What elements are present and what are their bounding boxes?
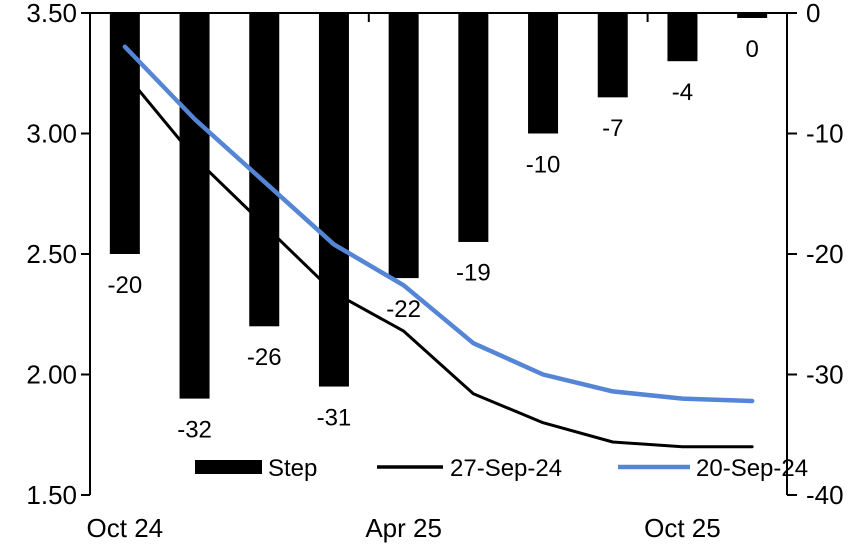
step-bar: [318, 13, 349, 387]
step-bar-label: -22: [386, 296, 421, 323]
step-bar-label: -26: [247, 344, 282, 371]
step-bar-label: -4: [672, 79, 693, 106]
step-bar: [597, 13, 628, 98]
legend-label-step: Step: [268, 455, 317, 482]
step-bar-label: -10: [526, 151, 561, 178]
line-20-sep-24: [122, 44, 755, 404]
step-bar: [667, 13, 698, 62]
line-27-sep-24: [123, 71, 754, 449]
left-axis-tick-label: 2.50: [26, 239, 77, 269]
step-bar: [528, 13, 559, 134]
x-axis-label: Apr 25: [365, 513, 442, 543]
left-axis-tick-label: 3.00: [26, 119, 77, 149]
right-axis-tick-label: -10: [806, 119, 844, 149]
right-axis-tick-label: -30: [806, 360, 844, 390]
right-axis-tick-label: 0: [806, 0, 820, 28]
step-bar-label: -31: [317, 404, 352, 431]
step-bar-label: -19: [456, 260, 491, 287]
left-axis-tick-label: 3.50: [26, 0, 77, 28]
step-bar: [388, 13, 419, 279]
step-bar-label: -7: [602, 115, 623, 142]
legend-swatch-step: [195, 460, 262, 474]
step-bar: [249, 13, 280, 327]
legend-label-27-sep-24: 27-Sep-24: [450, 455, 562, 482]
legend-label-20-sep-24: 20-Sep-24: [696, 455, 808, 482]
x-axis-label: Oct 24: [87, 513, 164, 543]
step-bar: [109, 13, 140, 254]
step-bar: [179, 13, 210, 399]
step-bar: [458, 13, 489, 242]
left-axis-tick-label: 2.00: [26, 360, 77, 390]
x-axis-label: Oct 25: [644, 513, 721, 543]
right-axis-tick-label: -20: [806, 239, 844, 269]
step-bar: [737, 13, 768, 18]
left-axis-tick-label: 1.50: [26, 480, 77, 510]
step-bar-label: -20: [108, 272, 143, 299]
step-bar-label: -32: [177, 416, 212, 443]
step-bar-label: 0: [745, 36, 758, 63]
right-axis-tick-label: -40: [806, 480, 844, 510]
